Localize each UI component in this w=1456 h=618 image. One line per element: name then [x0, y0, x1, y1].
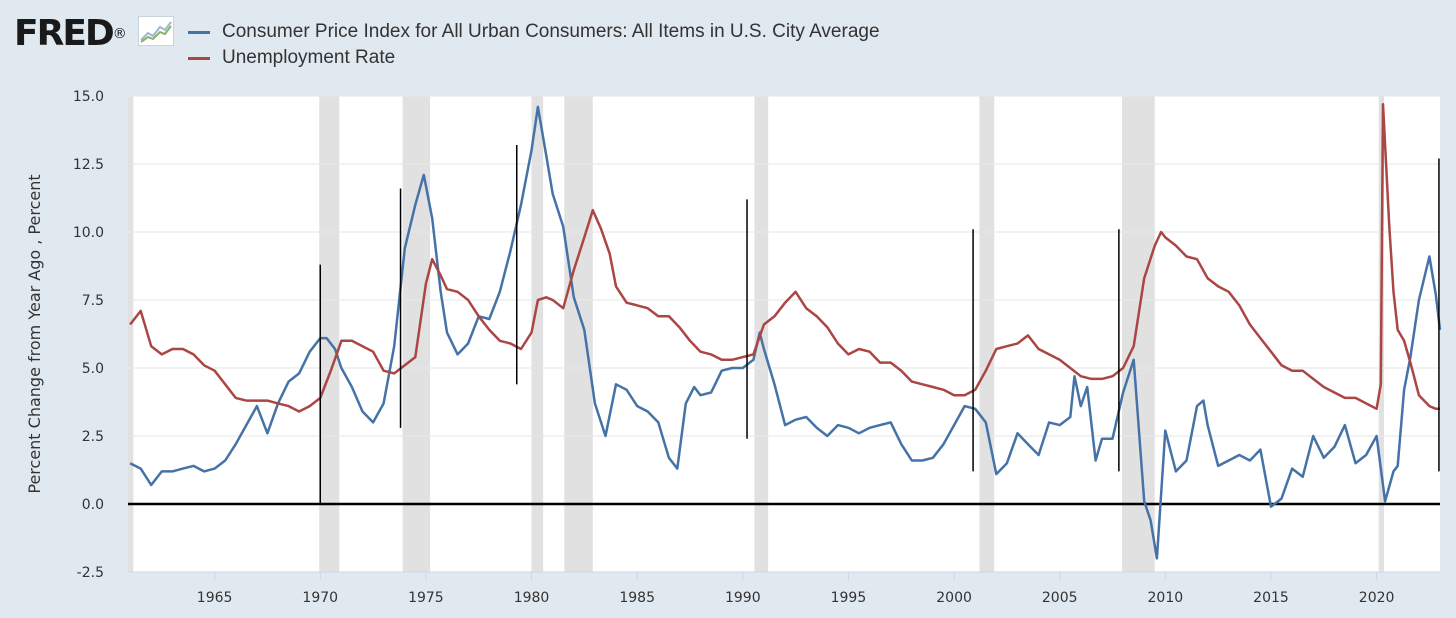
recession-band	[128, 96, 134, 572]
fred-logo-text: FRED	[14, 13, 115, 54]
legend-label-unrate: Unemployment Rate	[222, 47, 396, 68]
recession-band	[979, 96, 995, 572]
x-tick-label: 1995	[831, 590, 867, 606]
x-tick-label: 2015	[1253, 590, 1289, 606]
recession-band	[319, 96, 340, 572]
x-tick-label: 1965	[197, 590, 233, 606]
plot-area	[128, 96, 1440, 572]
y-axis-ticks: -2.5 0.0 2.5 5.0 7.5 10.0 12.5 15.0	[73, 89, 104, 581]
chart-header: FRED® Consumer Price Index for All Urban…	[0, 0, 1456, 90]
y-tick-label: 2.5	[82, 429, 104, 445]
y-tick-label: 0.0	[82, 497, 104, 513]
y-tick-label: 12.5	[73, 157, 104, 173]
y-tick-label: 5.0	[82, 361, 104, 377]
recession-band	[564, 96, 593, 572]
x-tick-label: 2010	[1148, 590, 1184, 606]
x-tick-label: 1975	[408, 590, 444, 606]
y-tick-label: -2.5	[77, 565, 104, 581]
x-axis-ticks: 1965 1970 1975 1980 1985 1990 1995 2000 2005 2010…	[197, 572, 1395, 606]
x-tick-label: 2020	[1359, 590, 1395, 606]
fred-logo[interactable]: FRED®	[14, 12, 127, 56]
y-tick-label: 10.0	[73, 225, 104, 241]
annotation-lines	[319, 144, 1440, 504]
cpi-series-line	[129, 105, 1442, 560]
legend-swatch-cpi	[188, 30, 210, 34]
recession-band	[531, 96, 544, 572]
x-tick-label: 1990	[725, 590, 761, 606]
recession-band	[402, 96, 431, 572]
y-tick-label: 7.5	[82, 293, 104, 309]
series-lines	[129, 102, 1442, 560]
y-tick-label: 15.0	[73, 89, 104, 105]
recession-shading	[128, 96, 1385, 572]
x-tick-label: 1970	[302, 590, 338, 606]
legend-label-cpi: Consumer Price Index for All Urban Consu…	[222, 21, 880, 42]
legend-swatch-unrate	[188, 56, 210, 60]
x-tick-label: 1980	[514, 590, 550, 606]
y-axis-label: Percent Change from Year Ago , Percent	[25, 174, 44, 493]
legend-item-unrate[interactable]: Unemployment Rate	[188, 45, 395, 71]
x-tick-label: 2000	[936, 590, 972, 606]
x-tick-label: 1985	[619, 590, 655, 606]
fred-logo-chart-icon	[138, 16, 174, 46]
x-tick-label: 2005	[1042, 590, 1078, 606]
unemployment-series-line	[129, 102, 1440, 413]
fred-logo-trademark: ®	[112, 26, 127, 42]
recession-band	[1122, 96, 1155, 572]
legend-item-cpi[interactable]: Consumer Price Index for All Urban Consu…	[188, 19, 880, 45]
